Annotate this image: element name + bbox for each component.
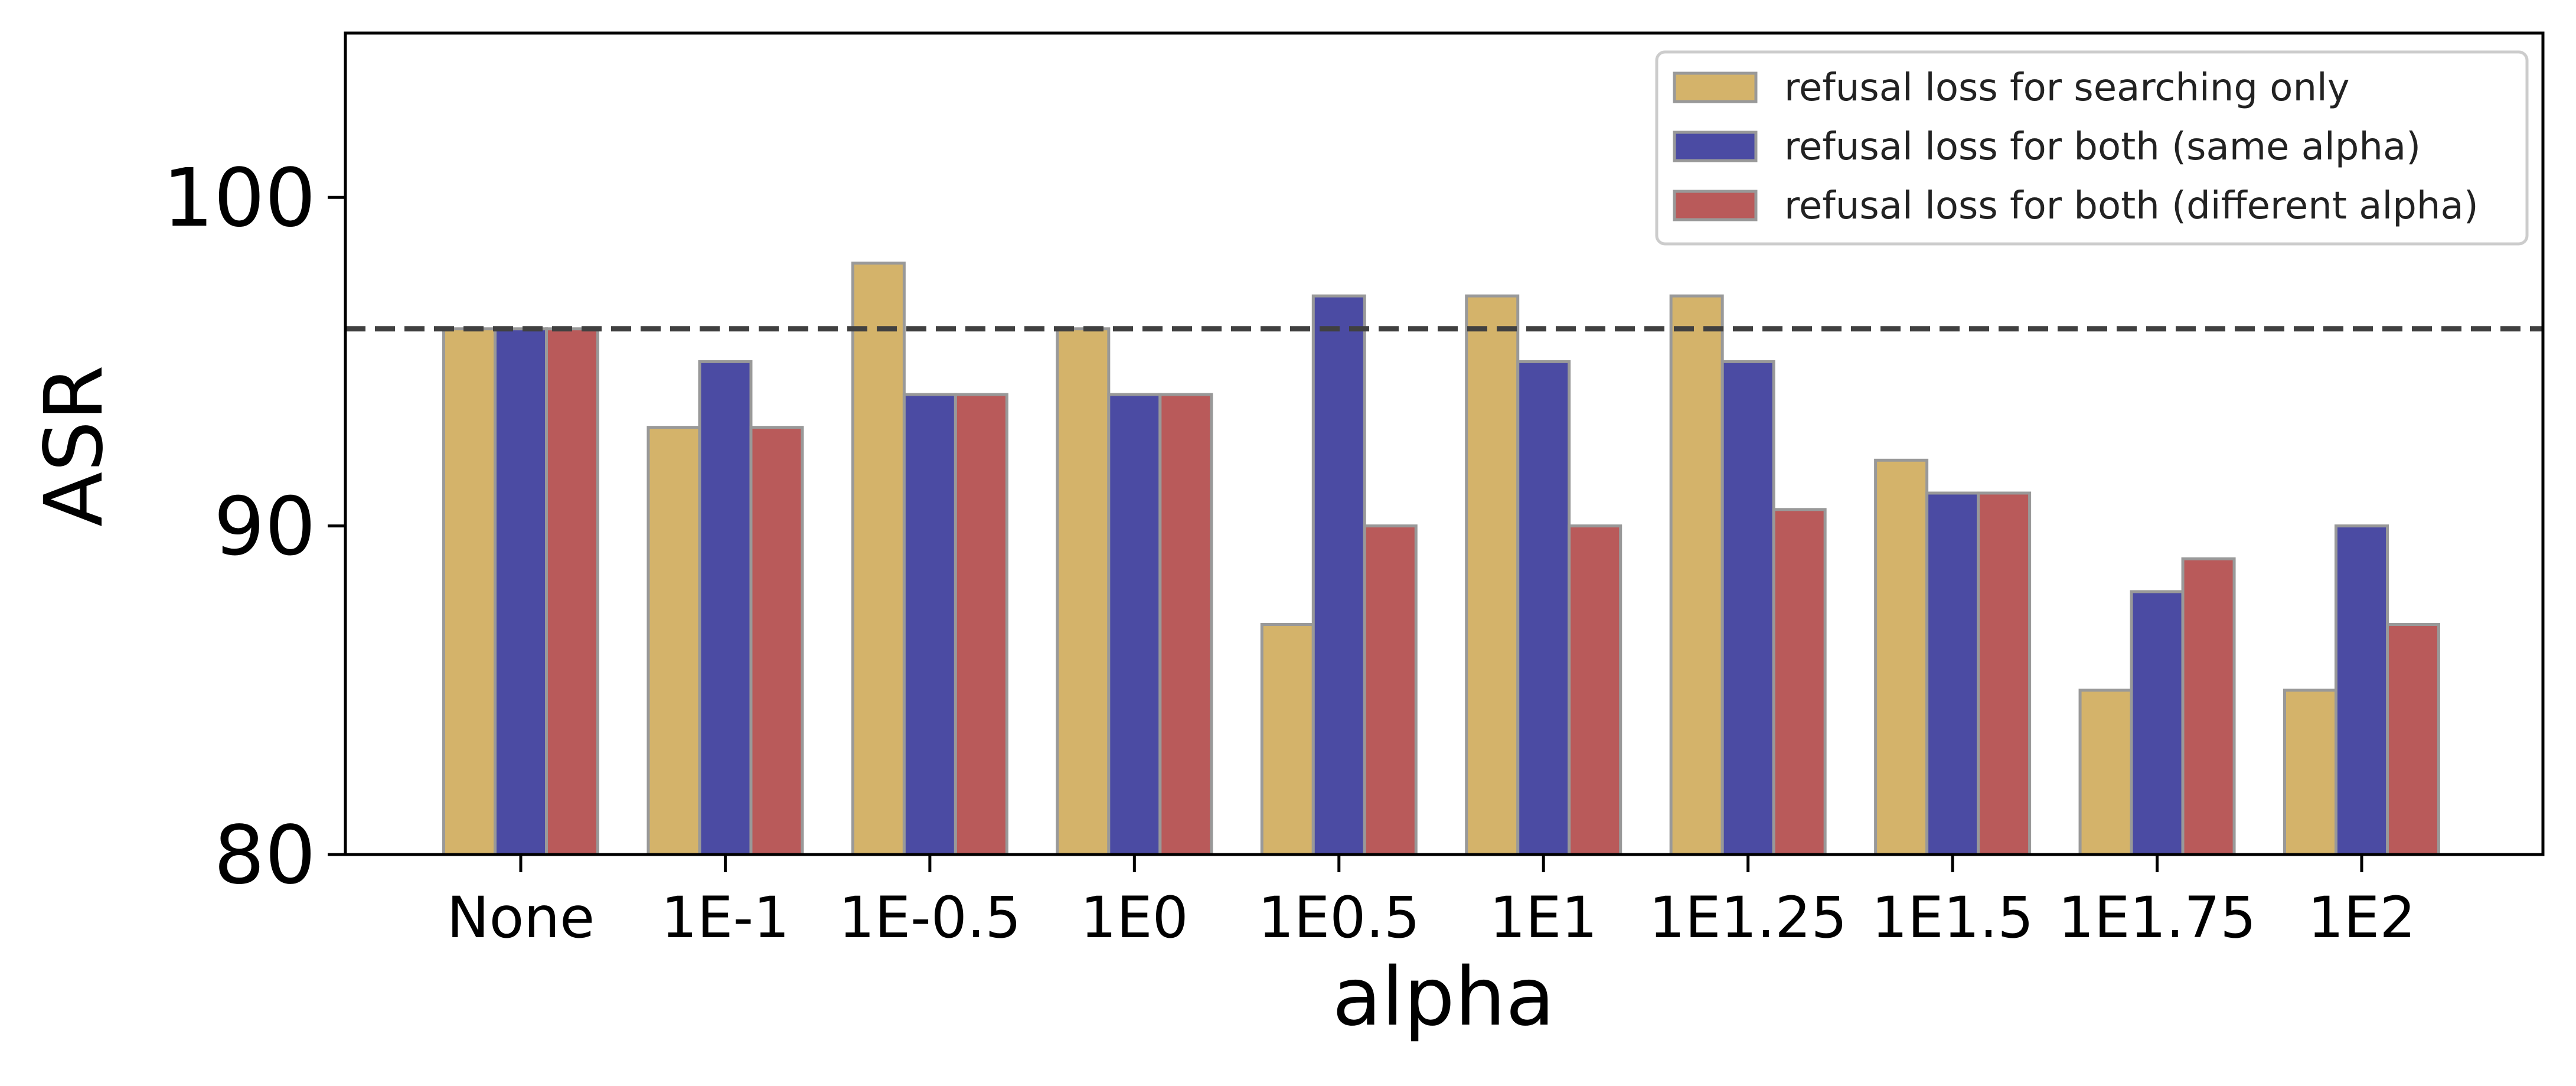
x-tick-label: 1E0.5 [1258,885,1420,951]
x-tick-label: 1E0 [1080,885,1189,951]
bar-None-series-3 [545,327,599,856]
y-axis: 80 90 100 [162,152,345,902]
bar-1E1.75-series-1 [2078,689,2133,856]
legend-label-series-2: refusal loss for both (same alpha) [1784,125,2421,169]
plot-frame [344,31,2545,856]
bar-1E-0.5-series-2 [902,393,957,856]
bar-1E1.5-series-3 [1977,491,2032,856]
bar-1E2-series-3 [2386,623,2440,856]
y-tick-label: 100 [162,152,316,245]
bar-1E1.75-series-3 [2181,557,2236,856]
bars-layer [442,261,2440,856]
bar-1E1.5-series-2 [1925,491,1980,856]
y-tick-label: 80 [214,809,316,902]
x-tick-label: 1E1 [1490,885,1598,951]
y-axis-label: ASR [28,365,121,527]
bar-1E-1-series-2 [698,360,753,856]
x-tick-label: None [447,885,595,951]
legend-box [1655,50,2529,246]
bar-1E2-series-2 [2335,524,2389,856]
bar-1E0.5-series-2 [1311,294,1366,856]
bar-1E0-series-3 [1158,393,1213,856]
x-tick-label: 1E-0.5 [838,885,1021,951]
x-tick-label: 1E2 [2308,885,2416,951]
y-tick-label: 90 [214,481,316,574]
bar-1E1-series-2 [1516,360,1571,856]
bar-1E1-series-3 [1568,524,1622,856]
bar-1E0-series-2 [1107,393,1162,856]
legend-label-series-3: refusal loss for both (different alpha) [1784,184,2479,228]
bar-1E1.25-series-3 [1772,508,1827,856]
bar-1E-1-series-1 [647,426,701,856]
bar-1E1-series-1 [1465,294,1520,856]
bar-1E0.5-series-1 [1260,623,1315,856]
bar-1E1.25-series-2 [1720,360,1775,856]
legend-swatch-series-2 [1673,131,1758,162]
bar-1E0.5-series-3 [1363,524,1418,856]
bar-1E0-series-1 [1056,327,1111,856]
legend-swatch-series-1 [1673,71,1758,103]
legend-swatch-series-3 [1673,190,1758,221]
bar-1E1.5-series-1 [1874,458,1929,856]
x-tick-label: 1E1.75 [2058,885,2256,951]
bar-None-series-1 [442,327,497,856]
bar-1E-1-series-3 [749,426,804,856]
x-tick-label: 1E1.5 [1872,885,2033,951]
x-axis: None 1E-1 1E-0.5 1E0 1E0.5 1E1 1E1.25 1E1.5 1E1.… [447,855,2416,951]
x-tick-label: 1E-1 [661,885,789,951]
x-axis-label: alpha [1333,951,1555,1044]
bar-1E1.75-series-2 [2130,590,2185,856]
bar-1E1.25-series-1 [1669,294,1724,856]
bar-1E-0.5-series-1 [851,261,906,856]
x-tick-label: 1E1.25 [1649,885,1847,951]
legend-label-series-1: refusal loss for searching only [1784,66,2350,110]
legend: refusal loss for searching only refusal l… [1655,50,2529,246]
bar-1E2-series-1 [2283,689,2337,856]
bar-None-series-2 [494,327,548,856]
bar-1E-0.5-series-3 [954,393,1008,856]
